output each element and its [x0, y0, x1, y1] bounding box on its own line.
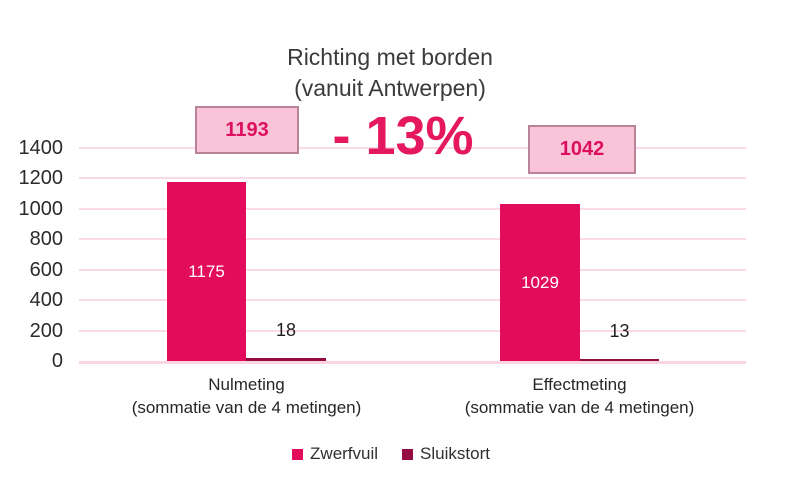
chart-title-line2: (vanuit Antwerpen): [294, 75, 486, 101]
zwerfvuil-swatch-icon: [292, 448, 304, 460]
bar-value-label-zwerfvuil-0: 1175: [188, 261, 225, 281]
chart-title: Richting met borden (vanuit Antwerpen): [0, 42, 780, 104]
y-axis-tick-1200: 1200: [18, 167, 64, 190]
sum-box-nulmeting: 1193: [195, 106, 299, 154]
y-axis-tick-1400: 1400: [18, 137, 64, 159]
y-axis-tick-1000: 1000: [18, 197, 64, 220]
y-axis-tick-0: 0: [51, 350, 63, 372]
x-axis-category-0-line: (sommatie van de 4 metingen): [131, 398, 362, 417]
y-axis-tick-800: 800: [29, 228, 63, 251]
sum-box-effectmeting: 1042: [528, 125, 636, 174]
gridline-1200: [79, 177, 746, 180]
gridline-600: [79, 268, 746, 271]
y-axis-tick-400: 400: [29, 289, 63, 312]
x-axis-line: [79, 361, 746, 364]
x-axis-category-0: Nulmeting (sommatie van de 4 metingen): [77, 373, 417, 419]
x-axis-category-1-line: Effectmeting: [532, 375, 627, 394]
bar-sluikstort-0: [246, 358, 326, 361]
x-axis-category-1: Effectmeting (sommatie van de 4 metingen): [410, 373, 750, 419]
bar-zwerfvuil-1: [500, 204, 580, 361]
bar-value-label-sluikstort-0: 18: [275, 320, 297, 341]
bar-sluikstort-1: [580, 358, 659, 361]
sum-box-nulmeting-value: 1193: [225, 118, 269, 141]
bar-value-label-zwerfvuil-1: 1029: [521, 272, 559, 292]
legend-label-sluikstort: Sluikstort: [420, 444, 490, 463]
delta-percentage-label: - 13%: [332, 106, 474, 166]
gridline-800: [79, 238, 746, 241]
chart-legend: Zwerfvuil Sluikstort: [0, 444, 782, 464]
x-axis-category-1-line: (sommatie van de 4 metingen): [464, 398, 695, 417]
chart-title-line1: Richting met borden: [287, 44, 493, 70]
legend-label-zwerfvuil: Zwerfvuil: [310, 444, 379, 463]
gridline-1400: [79, 147, 746, 149]
sum-box-effectmeting-value: 1042: [559, 138, 605, 160]
y-axis-tick-600: 600: [29, 258, 63, 281]
legend-item-sluikstort: Sluikstort: [402, 444, 490, 464]
sluikstort-swatch-icon: [402, 448, 414, 460]
gridline-200: [79, 329, 746, 332]
gridline-400: [79, 299, 746, 302]
y-axis-tick-200: 200: [29, 319, 63, 342]
x-axis-category-0-line: Nulmeting: [208, 375, 285, 394]
bar-value-label-sluikstort-1: 13: [609, 320, 630, 341]
gridline-1000: [79, 207, 746, 210]
bar-zwerfvuil-0: [167, 182, 246, 361]
legend-item-zwerfvuil: Zwerfvuil: [292, 444, 378, 464]
